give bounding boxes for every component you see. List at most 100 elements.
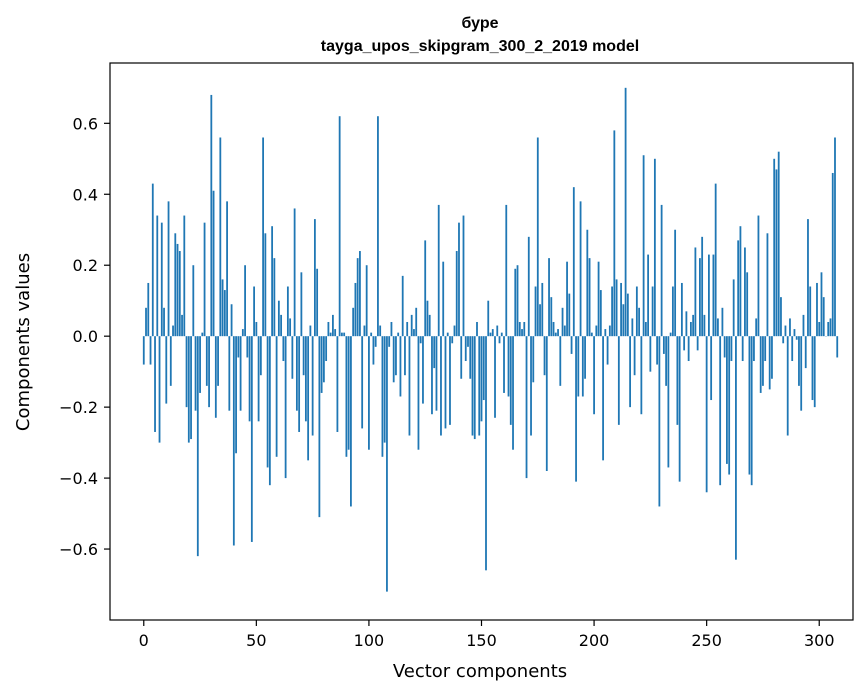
bar bbox=[255, 321, 258, 337]
bar bbox=[757, 215, 760, 337]
bar bbox=[676, 336, 679, 425]
bar bbox=[437, 204, 440, 337]
bar bbox=[667, 336, 670, 468]
bar bbox=[656, 336, 659, 365]
bar bbox=[658, 336, 661, 507]
y-tick-label: −0.6 bbox=[59, 540, 98, 559]
bar bbox=[836, 336, 839, 358]
y-tick-label: 0.6 bbox=[73, 114, 98, 133]
bar bbox=[514, 268, 517, 337]
bar bbox=[440, 336, 442, 436]
bar bbox=[593, 336, 595, 415]
bar bbox=[334, 329, 337, 337]
bar bbox=[145, 307, 147, 337]
bar bbox=[419, 336, 422, 344]
bar bbox=[302, 336, 305, 376]
bar bbox=[241, 329, 244, 337]
bar bbox=[683, 336, 686, 351]
bar bbox=[451, 336, 454, 344]
bar bbox=[773, 158, 776, 337]
bar bbox=[647, 254, 650, 337]
bar bbox=[530, 336, 532, 436]
bar bbox=[572, 187, 575, 337]
bar bbox=[518, 321, 521, 337]
bar bbox=[750, 336, 753, 486]
bar bbox=[789, 318, 791, 337]
bar bbox=[433, 336, 436, 369]
bar bbox=[608, 325, 611, 337]
bar bbox=[415, 307, 418, 337]
bar bbox=[478, 336, 481, 436]
bar bbox=[798, 336, 800, 386]
bar bbox=[388, 336, 391, 347]
bar bbox=[633, 336, 636, 376]
bar bbox=[435, 336, 438, 411]
bar bbox=[181, 314, 183, 337]
bar bbox=[559, 336, 562, 386]
y-tick-label: −0.4 bbox=[59, 469, 98, 488]
bar bbox=[383, 336, 386, 443]
bar bbox=[802, 314, 805, 337]
bar bbox=[500, 332, 503, 337]
bar bbox=[226, 201, 228, 337]
bar bbox=[359, 251, 361, 337]
bar bbox=[291, 336, 294, 379]
bar bbox=[467, 336, 469, 347]
bar bbox=[295, 336, 298, 411]
bar bbox=[570, 336, 573, 354]
bar bbox=[584, 336, 586, 379]
bar bbox=[248, 336, 251, 422]
bar bbox=[800, 336, 803, 411]
bar bbox=[187, 336, 190, 443]
bar bbox=[196, 336, 199, 557]
bar bbox=[617, 336, 620, 425]
bar bbox=[590, 332, 593, 337]
bar bbox=[370, 332, 373, 337]
bar bbox=[167, 201, 170, 337]
bar bbox=[809, 286, 812, 337]
bar bbox=[480, 336, 483, 422]
bar bbox=[156, 215, 159, 337]
bar bbox=[748, 336, 751, 475]
bar bbox=[413, 329, 415, 337]
bar bbox=[399, 336, 402, 397]
bar bbox=[460, 336, 463, 379]
bar bbox=[739, 226, 742, 337]
bar bbox=[431, 336, 433, 415]
bar bbox=[426, 300, 429, 337]
bar bbox=[631, 318, 634, 337]
bar bbox=[516, 265, 519, 337]
bar bbox=[444, 336, 447, 429]
bar bbox=[201, 332, 204, 337]
bar bbox=[422, 336, 424, 404]
bar bbox=[813, 336, 816, 408]
bar bbox=[154, 336, 156, 432]
bar bbox=[550, 297, 553, 337]
bar bbox=[548, 258, 550, 337]
bar bbox=[172, 325, 174, 337]
bar bbox=[762, 336, 764, 386]
bar bbox=[223, 290, 226, 337]
bar bbox=[755, 318, 758, 337]
bar bbox=[462, 215, 465, 337]
bar bbox=[347, 336, 350, 450]
x-axis-label: Vector components bbox=[393, 661, 567, 682]
bar bbox=[424, 240, 427, 337]
bar bbox=[726, 336, 728, 464]
bar bbox=[620, 282, 622, 337]
x-axis-ticks: 0 50 100 150 200 250 300 bbox=[139, 620, 835, 650]
bar bbox=[595, 325, 598, 337]
bar bbox=[464, 336, 467, 362]
bar bbox=[768, 336, 771, 390]
bar bbox=[539, 304, 541, 337]
bar bbox=[377, 116, 379, 337]
bar bbox=[401, 275, 404, 337]
bar bbox=[178, 251, 181, 337]
bar bbox=[624, 87, 627, 337]
x-tick-label: 200 bbox=[579, 631, 610, 650]
bar bbox=[446, 332, 449, 337]
bar bbox=[503, 336, 505, 393]
bar bbox=[250, 336, 253, 542]
bar bbox=[212, 190, 215, 337]
bar bbox=[791, 336, 794, 362]
